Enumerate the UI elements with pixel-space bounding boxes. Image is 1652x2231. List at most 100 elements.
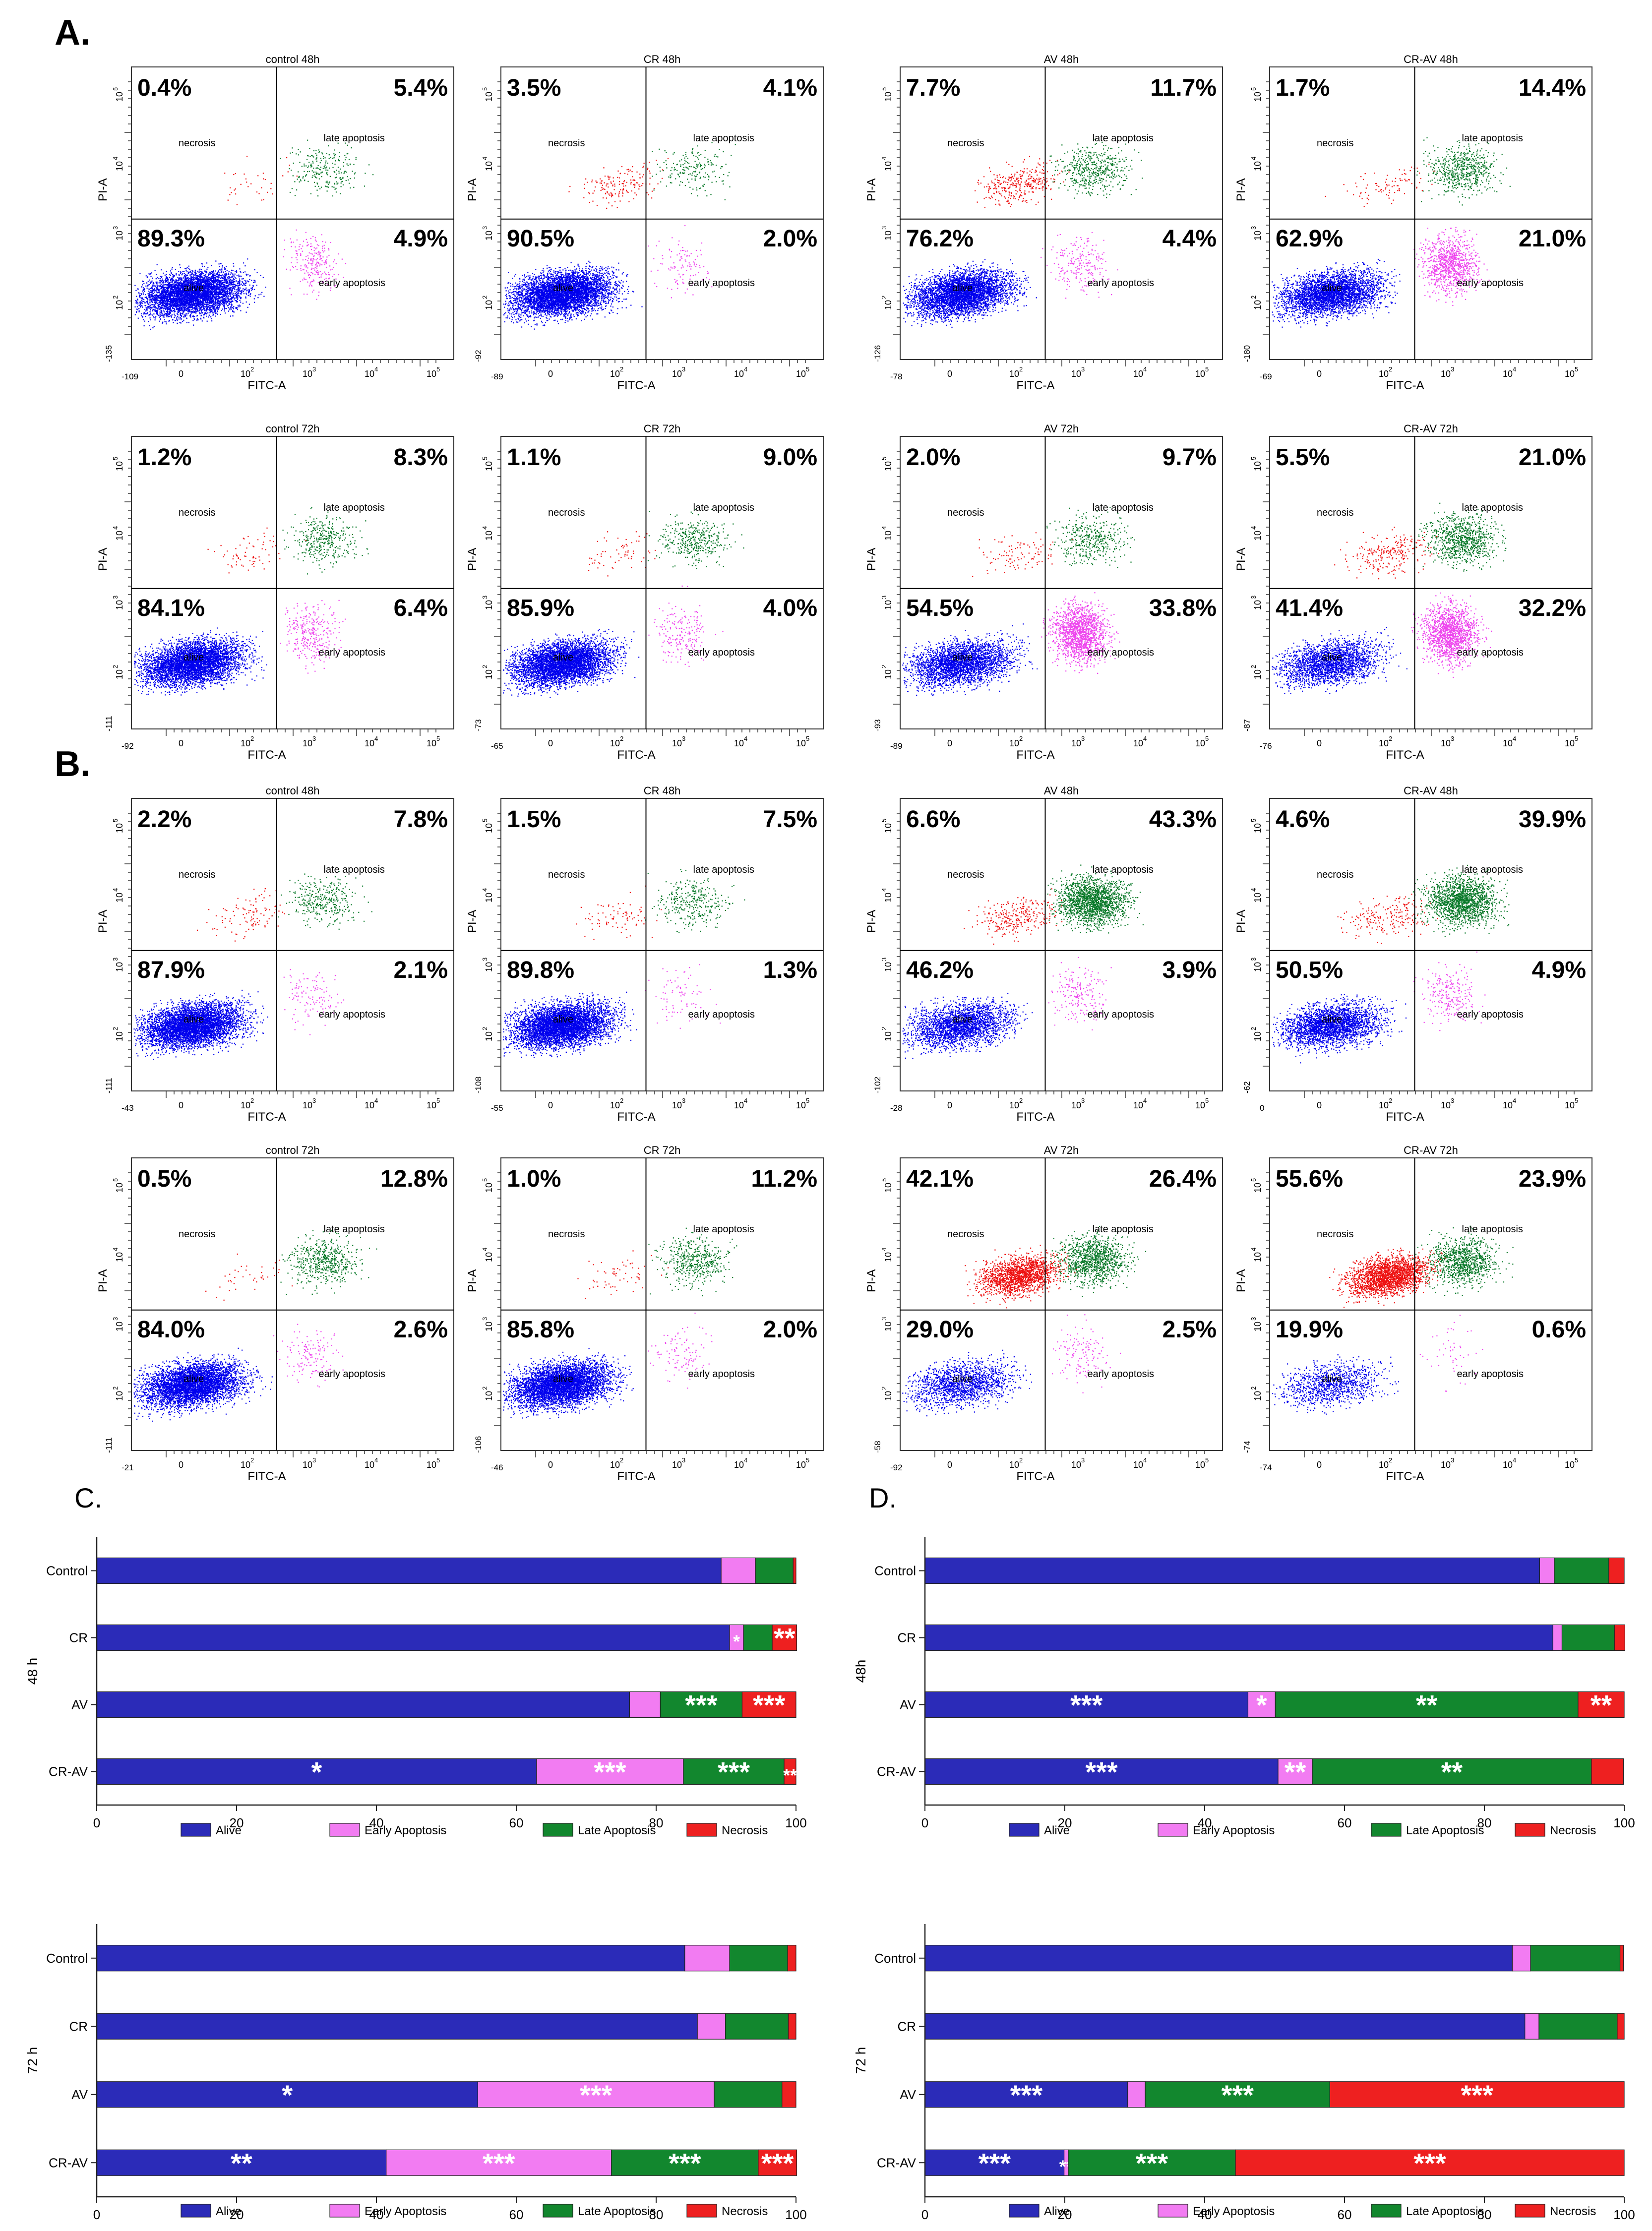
flow-event-cloud — [1413, 502, 1507, 572]
pct-alive: 85.8% — [507, 1317, 574, 1343]
y-axis-min-label: -108 — [474, 1077, 483, 1093]
x-axis-min-label: -43 — [122, 1103, 134, 1113]
y-tick-exponent: 5 — [1250, 87, 1257, 91]
significance-stars: ** — [774, 1623, 795, 1654]
x-tick-label: 20 — [1058, 1815, 1072, 1830]
x-tick-label: 10 — [1379, 369, 1389, 379]
x-tick-exponent: 5 — [1205, 1097, 1209, 1104]
y-tick-exponent: 4 — [1250, 526, 1257, 530]
y-tick-label: 10 — [115, 92, 124, 102]
label-early-apoptosis: early apoptosis — [688, 1009, 755, 1020]
y-axis-label: PI-A — [466, 178, 479, 201]
y-axis-min-label: -92 — [474, 350, 483, 362]
y-axis-min-label: -102 — [873, 1077, 882, 1093]
y-tick-exponent: 3 — [112, 596, 119, 599]
x-axis-label: FITC-A — [617, 1470, 655, 1483]
chart-legend: Alive Early Apoptosis Late Apoptosis Necros… — [1009, 2204, 1596, 2218]
label-alive: alive — [952, 1014, 973, 1025]
x-tick-exponent: 3 — [312, 1456, 316, 1464]
bar-segment-late-apoptosis — [714, 2081, 783, 2108]
pct-late-apoptosis: 7.8% — [394, 806, 448, 833]
x-tick-label: 0 — [1317, 1100, 1322, 1110]
x-tick-exponent: 4 — [1143, 365, 1147, 373]
x-tick-exponent: 4 — [1143, 1456, 1147, 1464]
label-necrosis: necrosis — [548, 507, 585, 518]
y-axis-min-label: -111 — [104, 716, 114, 731]
y-tick-exponent: 2 — [880, 1387, 888, 1390]
x-tick-exponent: 2 — [1389, 1097, 1392, 1104]
x-tick-label: 40 — [369, 2207, 384, 2222]
x-axis-label: FITC-A — [247, 379, 286, 392]
pct-necrosis: 1.0% — [507, 1166, 561, 1192]
bar-segment-late-apoptosis — [1068, 2149, 1236, 2176]
flow-axis-ticks — [494, 813, 806, 1098]
x-tick-exponent: 4 — [374, 1097, 378, 1104]
y-tick-label: 10 — [1253, 823, 1263, 833]
flow-events — [903, 139, 1143, 328]
x-tick-label: 10 — [1071, 1100, 1081, 1110]
x-tick-exponent: 5 — [1205, 365, 1209, 373]
y-axis-min-label: -111 — [104, 1437, 114, 1453]
flow-panel-title: AV 48h — [1044, 784, 1079, 797]
bar-segment-late-apoptosis — [755, 1557, 794, 1584]
y-tick-exponent: 5 — [1250, 819, 1257, 822]
flow-event-cloud — [134, 258, 266, 330]
significance-stars: *** — [580, 2079, 612, 2110]
x-axis-label: FITC-A — [1016, 748, 1054, 762]
legend-label: Necrosis — [722, 1824, 768, 1837]
x-axis-min-label: 0 — [1260, 1103, 1264, 1113]
x-tick-exponent: 3 — [312, 1097, 316, 1104]
bar-segment-early-apoptosis — [1539, 1557, 1555, 1584]
x-tick-label: 10 — [1441, 738, 1451, 748]
y-tick-exponent: 5 — [481, 1178, 489, 1182]
flow-event-cloud — [1413, 227, 1490, 306]
x-axis-min-label: -55 — [491, 1103, 503, 1113]
y-tick-label: 10 — [115, 231, 124, 241]
x-tick-label: 0 — [548, 1100, 553, 1110]
x-tick-label: 80 — [649, 1815, 664, 1830]
label-early-apoptosis: early apoptosis — [1457, 278, 1524, 289]
bar-segment-late-apoptosis — [1145, 2081, 1330, 2108]
flow-axes: 0 10 2 10 3 10 4 10 5102103104105-89-93FITC-API-… — [865, 451, 1209, 762]
group-label: 48h — [853, 1660, 868, 1683]
x-tick-label: 80 — [649, 2207, 664, 2222]
y-tick-exponent: 5 — [112, 457, 119, 460]
flow-event-cloud — [1408, 864, 1510, 937]
y-tick-exponent: 4 — [481, 526, 489, 530]
y-axis-min-label: -180 — [1242, 345, 1252, 362]
group-label: 48 h — [25, 1658, 40, 1685]
y-tick-exponent: 4 — [112, 157, 119, 160]
flow-panel-a4: CR-AV 48h 1.7% 14.4% 62.9% 21.0% necrosis late… — [1234, 53, 1592, 392]
flow-event-cloud — [280, 1229, 377, 1295]
x-axis-label: FITC-A — [247, 1110, 286, 1124]
y-axis-min-label: -111 — [104, 1078, 114, 1093]
x-tick-label: 10 — [1071, 738, 1081, 748]
bar-segment-early-apoptosis — [1278, 1758, 1313, 1785]
x-tick-label: 10 — [1009, 1100, 1019, 1110]
flow-events — [1272, 864, 1510, 1064]
significance-stars: *** — [753, 1689, 786, 1721]
y-tick-exponent: 2 — [112, 296, 119, 299]
flow-panel-title: AV 48h — [1044, 53, 1079, 65]
y-tick-exponent: 5 — [112, 819, 119, 822]
y-tick-label: 10 — [115, 161, 124, 171]
pct-early-apoptosis: 4.0% — [763, 595, 817, 621]
x-tick-label: 10 — [1441, 1100, 1451, 1110]
legend-swatch — [543, 1823, 573, 1837]
chart-legend: Alive Early Apoptosis Late Apoptosis Necros… — [1009, 1823, 1596, 1837]
x-tick-label: 0 — [1317, 369, 1322, 379]
label-necrosis: necrosis — [947, 507, 984, 518]
legend-swatch — [1158, 1823, 1188, 1837]
pct-necrosis: 7.7% — [906, 75, 960, 101]
x-axis-min-label: -69 — [1260, 372, 1272, 381]
flow-axis-ticks — [124, 1172, 436, 1457]
chart-legend: Alive Early Apoptosis Late Apoptosis Necros… — [181, 1823, 768, 1837]
flow-events — [1272, 137, 1511, 328]
x-tick-label: 10 — [1503, 369, 1513, 379]
flow-axis-ticks — [124, 813, 436, 1098]
flow-event-cloud — [280, 600, 346, 674]
y-axis-label: PI-A — [466, 909, 479, 933]
pct-early-apoptosis: 1.3% — [763, 957, 817, 983]
y-tick-label: 10 — [484, 669, 494, 679]
x-tick-label: 10 — [427, 369, 436, 379]
